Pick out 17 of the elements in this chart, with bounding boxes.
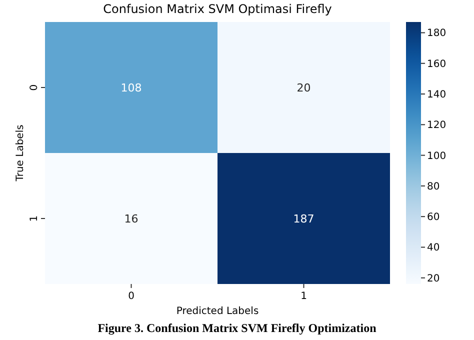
caption: Figure 3. Confusion Matrix SVM Firefly Optimization	[98, 321, 377, 335]
data-label: 108	[120, 81, 142, 94]
chart-title: Confusion Matrix SVM Optimasi Firefly	[103, 2, 332, 16]
x-axis-title: Predicted Labels	[176, 306, 259, 317]
data-label: 20	[296, 81, 311, 94]
color-bar-label: 140	[427, 90, 446, 101]
color-bar-label: 100	[427, 150, 446, 162]
color-bar-label: 120	[427, 120, 446, 132]
color-bar-label: 160	[427, 58, 446, 70]
color-bar-label: 80	[427, 181, 440, 192]
color-bar-label: 180	[427, 28, 446, 40]
data-label: 16	[124, 212, 138, 226]
color-bar-label: 60	[427, 212, 440, 224]
y-axis-title: True Labels	[15, 124, 26, 182]
color-bar-label: 40	[427, 242, 440, 254]
data-label: 187	[293, 212, 314, 226]
color-bar-label: 20	[427, 273, 440, 284]
